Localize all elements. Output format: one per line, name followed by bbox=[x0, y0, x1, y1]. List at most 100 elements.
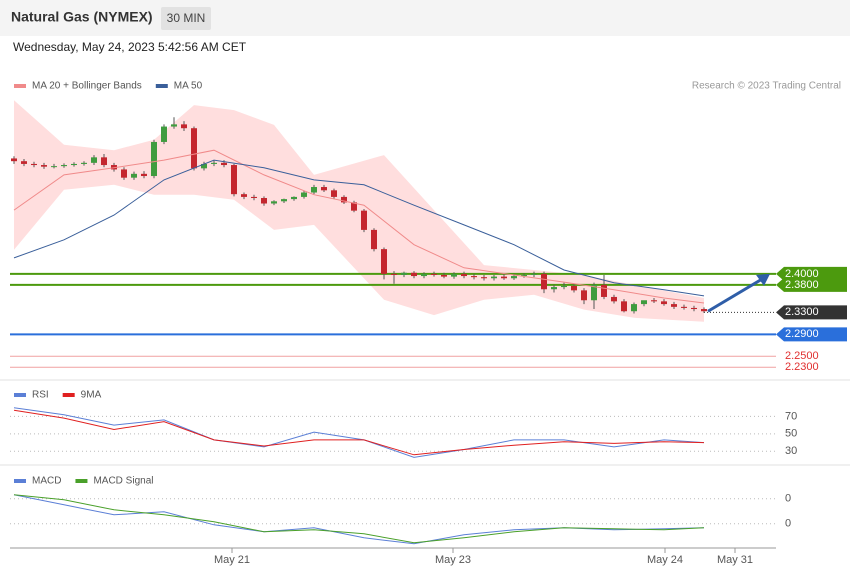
legend-swatch bbox=[14, 393, 26, 397]
y-tick-label: 50 bbox=[785, 428, 797, 440]
candle-body bbox=[521, 274, 527, 277]
candle-body bbox=[411, 272, 417, 277]
legend-label: MA 20 + Bollinger Bands bbox=[32, 81, 142, 92]
candle-body bbox=[491, 276, 497, 279]
candle-body bbox=[101, 157, 107, 166]
candle-body bbox=[241, 194, 247, 197]
candle-body bbox=[301, 192, 307, 197]
candle-body bbox=[41, 165, 47, 167]
candle-body bbox=[111, 165, 117, 170]
level-label: 2.4000 bbox=[785, 268, 819, 280]
y-tick-label: 0 bbox=[785, 518, 791, 530]
candle-body bbox=[211, 162, 217, 164]
candle-body bbox=[381, 249, 387, 274]
candle-body bbox=[191, 128, 197, 169]
legend-swatch bbox=[14, 479, 26, 483]
candle-body bbox=[291, 196, 297, 200]
instrument-title: Natural Gas (NYMEX) bbox=[11, 9, 153, 25]
candle-body bbox=[341, 196, 347, 203]
candle-body bbox=[371, 229, 377, 250]
candle-body bbox=[421, 273, 427, 277]
y-tick-label: 0 bbox=[785, 493, 791, 505]
candle-body bbox=[671, 304, 677, 307]
candle-body bbox=[611, 296, 617, 302]
candle-body bbox=[531, 273, 537, 275]
legend-label: MA 50 bbox=[174, 81, 203, 92]
x-tick-label: May 24 bbox=[647, 554, 683, 566]
level-tag bbox=[776, 266, 847, 281]
level-label: 2.2300 bbox=[785, 361, 819, 373]
candle-body bbox=[251, 196, 257, 199]
y-tick-label: 70 bbox=[785, 410, 797, 422]
candle-body bbox=[141, 173, 147, 177]
candle-body bbox=[461, 273, 467, 277]
ma-line bbox=[13, 159, 705, 297]
candle-body bbox=[91, 157, 97, 163]
level-label: 2.2500 bbox=[785, 350, 819, 362]
timestamp: Wednesday, May 24, 2023 5:42:56 AM CET bbox=[13, 40, 247, 54]
candle-body bbox=[681, 306, 687, 308]
candle-body bbox=[641, 300, 647, 305]
projection-arrow bbox=[707, 276, 765, 313]
candle-body bbox=[321, 187, 327, 191]
level-label: 2.2900 bbox=[785, 328, 819, 340]
header-bar bbox=[0, 0, 850, 36]
candle-body bbox=[661, 301, 667, 305]
bollinger-band bbox=[14, 100, 704, 322]
candle-body bbox=[171, 124, 177, 127]
candle-body bbox=[281, 199, 287, 202]
y-tick-label: 30 bbox=[785, 445, 797, 457]
ma-line bbox=[13, 149, 705, 304]
candle-body bbox=[591, 284, 597, 301]
legend-label: MACD Signal bbox=[93, 476, 153, 487]
candle-body bbox=[621, 301, 627, 312]
legend-label: RSI bbox=[32, 390, 49, 401]
candle-body bbox=[161, 126, 167, 142]
candle-body bbox=[561, 285, 567, 288]
x-tick-label: May 21 bbox=[214, 554, 250, 566]
candle-body bbox=[81, 162, 87, 164]
candle-body bbox=[501, 276, 507, 279]
candle-body bbox=[271, 201, 277, 204]
level-label: 2.3300 bbox=[785, 306, 819, 318]
candle-body bbox=[441, 274, 447, 277]
candle-body bbox=[481, 277, 487, 279]
indicator-line bbox=[13, 409, 705, 456]
candle-body bbox=[511, 276, 517, 279]
legend-swatch bbox=[14, 84, 26, 88]
level-tag bbox=[776, 327, 847, 342]
level-tag bbox=[776, 305, 847, 320]
indicator-line bbox=[13, 407, 705, 458]
level-label: 2.3800 bbox=[785, 279, 819, 291]
candle-body bbox=[391, 273, 397, 275]
candle-body bbox=[121, 169, 127, 178]
legend-label: 9MA bbox=[81, 390, 102, 401]
legend-swatch bbox=[155, 84, 168, 88]
candle-body bbox=[181, 124, 187, 129]
candle-body bbox=[21, 161, 27, 164]
candle-body bbox=[61, 165, 67, 167]
candle-body bbox=[581, 290, 587, 301]
candle-body bbox=[541, 273, 547, 290]
candle-body bbox=[431, 273, 437, 275]
candle-body bbox=[361, 210, 367, 230]
candle-body bbox=[631, 304, 637, 312]
legend-swatch bbox=[75, 479, 88, 483]
projection-arrowhead bbox=[756, 273, 770, 286]
candle-body bbox=[221, 162, 227, 166]
indicator-line bbox=[13, 494, 705, 544]
candle-body bbox=[701, 309, 707, 312]
candle-body bbox=[201, 163, 207, 169]
interval-badge[interactable] bbox=[161, 7, 211, 30]
candle-body bbox=[151, 141, 157, 177]
interval-label[interactable]: 30 MIN bbox=[167, 11, 206, 25]
legend-swatch bbox=[62, 393, 75, 397]
candle-body bbox=[451, 273, 457, 277]
candle-body bbox=[11, 158, 17, 162]
candle-body bbox=[131, 173, 137, 178]
candle-body bbox=[71, 163, 77, 166]
candle-body bbox=[651, 300, 657, 302]
candle-body bbox=[231, 165, 237, 195]
candle-body bbox=[331, 190, 337, 197]
